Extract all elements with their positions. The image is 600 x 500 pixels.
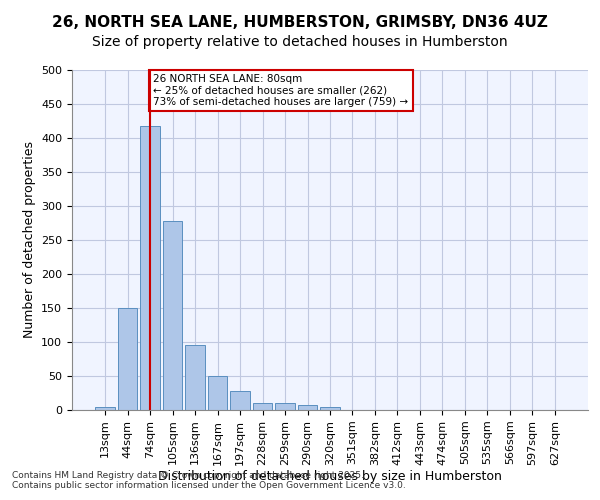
Bar [253,403,272,410]
Bar [140,126,160,410]
Bar [95,406,115,410]
Y-axis label: Number of detached properties: Number of detached properties [23,142,35,338]
Bar [185,344,205,410]
Text: 26, NORTH SEA LANE, HUMBERSTON, GRIMSBY, DN36 4UZ: 26, NORTH SEA LANE, HUMBERSTON, GRIMSBY,… [52,15,548,30]
Bar [320,406,340,410]
Bar [208,376,227,410]
Bar [230,391,250,410]
Text: Contains HM Land Registry data © Crown copyright and database right 2025.
Contai: Contains HM Land Registry data © Crown c… [12,470,406,490]
Text: 26 NORTH SEA LANE: 80sqm
← 25% of detached houses are smaller (262)
73% of semi-: 26 NORTH SEA LANE: 80sqm ← 25% of detach… [154,74,409,107]
Bar [118,308,137,410]
Bar [163,221,182,410]
X-axis label: Distribution of detached houses by size in Humberston: Distribution of detached houses by size … [158,470,502,484]
Bar [275,403,295,410]
Text: Size of property relative to detached houses in Humberston: Size of property relative to detached ho… [92,35,508,49]
Bar [298,404,317,410]
